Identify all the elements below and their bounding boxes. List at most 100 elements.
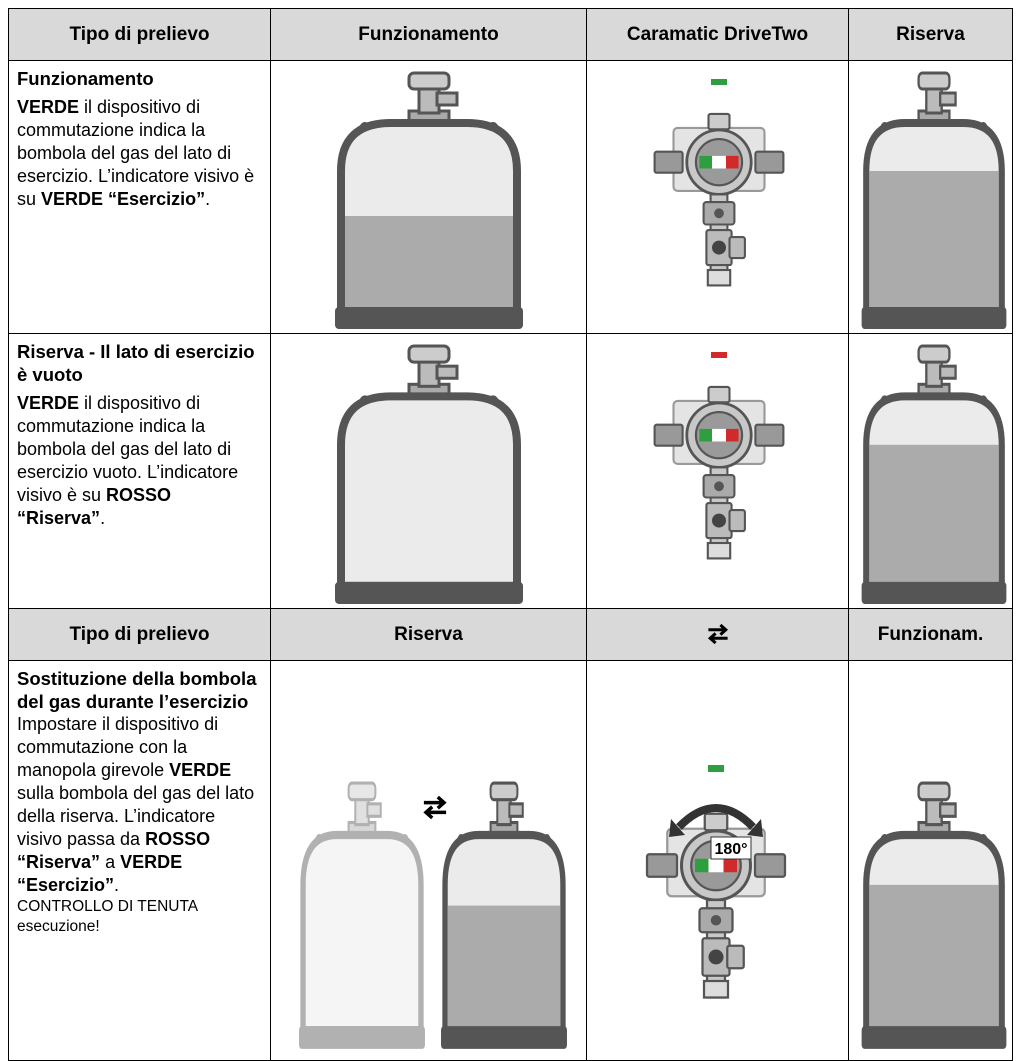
image-cell — [270, 60, 587, 334]
gas-level — [869, 444, 999, 586]
text: Impostare il dispositivo di commutazione… — [17, 714, 219, 780]
text-cell: Sostituzione della bombola del gas duran… — [8, 660, 271, 1061]
cylinder-base — [861, 1026, 1007, 1049]
valve-arm — [435, 91, 459, 107]
text-cell: Riserva - Il lato di esercizio è vuoto VE… — [8, 333, 271, 609]
cylinder — [861, 781, 1007, 1049]
dial-label-box — [710, 836, 752, 860]
cylinder-body — [300, 830, 424, 1035]
row-description: Impostare il dispositivo di commutazione… — [17, 713, 262, 937]
dial-label: 180° — [714, 841, 747, 858]
indicator — [708, 765, 724, 772]
header-cell: Funzionam. — [848, 608, 1013, 661]
valve-collar — [347, 820, 377, 837]
valve-knob — [917, 71, 951, 91]
valve-arm — [939, 802, 957, 818]
valve-knob — [407, 71, 451, 91]
image-cell — [270, 333, 587, 609]
swap-icon — [706, 623, 729, 646]
text: sulla bombola del gas del lato della ris… — [17, 783, 255, 849]
row: Funzionamento VERDE il dispositivo di com… — [8, 60, 1013, 334]
valve-arm — [939, 364, 957, 380]
arrow-heads — [669, 819, 763, 837]
header-cell: Riserva — [848, 8, 1013, 61]
regulator-image — [652, 384, 786, 561]
cylinder — [861, 71, 1007, 329]
gas-level — [345, 216, 513, 311]
cylinder-body — [337, 392, 521, 590]
image-cell — [848, 60, 1013, 334]
table: Tipo di prelievo Funzionamento Caramatic… — [8, 8, 1013, 1061]
valve-arm — [366, 802, 382, 818]
cylinder-base — [299, 1026, 425, 1049]
text: CONTROLLO DI TENUTA esecuzione! — [17, 898, 198, 935]
image-cell — [848, 333, 1013, 609]
cylinder-base — [861, 307, 1007, 329]
valve-knob — [917, 344, 951, 364]
text: il dispositivo di commutazione indica la… — [17, 393, 239, 505]
valve-knob — [917, 781, 951, 802]
image-cell — [586, 60, 849, 334]
row-title: Sostituzione della bombola del gas duran… — [17, 668, 257, 712]
cylinder-base — [335, 307, 523, 329]
header-cell: Caramatic DriveTwo — [586, 8, 849, 61]
cylinder — [441, 781, 567, 1049]
cylinder-base — [861, 581, 1007, 604]
valve-arm — [508, 802, 524, 818]
row-description: VERDE il dispositivo di commutazione ind… — [17, 392, 262, 530]
bold-text: VERDE “Esercizio” — [17, 852, 183, 895]
header-cell — [586, 608, 849, 661]
bold-text: ROSSO “Riserva” — [17, 485, 172, 528]
rotation-arrow — [676, 804, 756, 830]
text: . — [100, 508, 106, 528]
bold-text: VERDE — [17, 393, 80, 413]
text: . — [114, 875, 120, 895]
bold-text: VERDE — [17, 97, 80, 117]
row-title: Funzionamento — [17, 68, 154, 89]
header-cell: Tipo di prelievo — [8, 608, 271, 661]
image-cell: 180° — [586, 660, 849, 1061]
bold-text: ROSSO “Riserva” — [17, 829, 211, 872]
row: Riserva - Il lato di esercizio è vuoto VE… — [8, 333, 1013, 609]
valve-arm — [435, 364, 459, 380]
row-title: Riserva - Il lato di esercizio è vuoto — [17, 341, 255, 385]
indicator — [711, 352, 727, 358]
cylinder-faded — [299, 781, 425, 1049]
header-cell: Tipo di prelievo — [8, 8, 271, 61]
text: . — [205, 189, 211, 209]
regulator-image — [652, 111, 786, 288]
header-row: Tipo di prelievo Riserva Funzionam. — [8, 608, 1013, 661]
indicator — [711, 79, 727, 85]
valve-knob — [407, 344, 451, 364]
valve-stem — [354, 793, 370, 827]
valve-knob — [347, 781, 377, 802]
valve-knob — [489, 781, 519, 802]
image-cell — [586, 333, 849, 609]
regulator — [652, 352, 786, 561]
cylinder-tab — [303, 833, 421, 868]
regulator: 180° — [641, 765, 791, 1051]
cylinder-base — [335, 581, 523, 604]
valve-arm — [939, 91, 957, 107]
gas-level — [869, 171, 999, 311]
text: il dispositivo di commutazione indica la… — [17, 97, 255, 209]
cylinder — [335, 71, 523, 329]
image-cell — [848, 660, 1013, 1061]
text-cell: Funzionamento VERDE il dispositivo di com… — [8, 60, 271, 334]
bold-text: VERDE “Esercizio” — [41, 189, 206, 209]
row: Sostituzione della bombola del gas duran… — [8, 660, 1013, 1061]
gas-level — [447, 905, 561, 1031]
cylinder-base — [441, 1026, 567, 1049]
regulator — [652, 79, 786, 288]
image-cell — [270, 660, 587, 1061]
header-cell: Funzionamento — [270, 8, 587, 61]
cylinder — [861, 344, 1007, 604]
header-cell: Riserva — [270, 608, 587, 661]
header-row: Tipo di prelievo Funzionamento Caramatic… — [8, 8, 1013, 61]
text: a — [100, 852, 121, 872]
bold-text: VERDE — [169, 760, 232, 780]
row-description: VERDE il dispositivo di commutazione ind… — [17, 96, 262, 211]
cylinder — [335, 344, 523, 604]
